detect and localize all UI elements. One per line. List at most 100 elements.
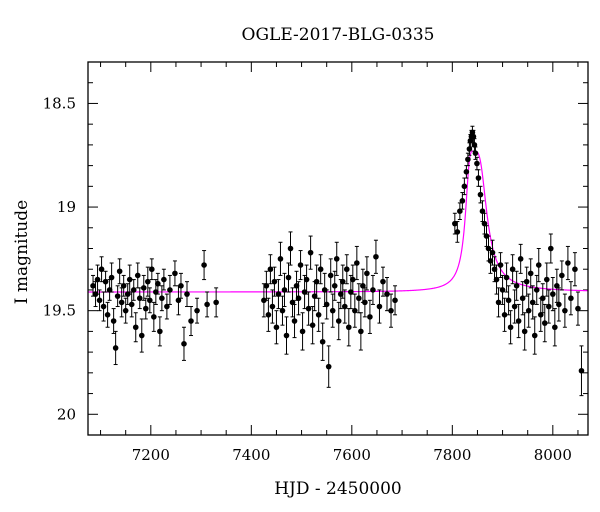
data-point [297,262,304,268]
data-point [153,289,159,295]
data-point [311,293,318,299]
data-point [175,297,182,304]
data-point [505,297,512,304]
data-point [140,285,147,291]
data-point [271,278,278,285]
data-point [317,266,324,273]
data-point [575,305,581,312]
data-point [277,256,284,262]
data-point [281,287,288,293]
data-point [470,133,477,140]
x-tick-label: 7600 [333,446,371,464]
data-point [329,307,336,314]
data-point [283,332,290,339]
data-point [106,287,113,293]
data-point [550,291,556,297]
data-point [559,272,565,279]
data-point [201,262,207,268]
data-point [188,318,194,324]
data-point [263,283,270,289]
data-point [339,278,346,285]
data-point [293,283,300,289]
data-point [481,220,488,227]
data-point [463,169,470,175]
y-tick-label: 18.5 [43,94,76,112]
y-axis-label: I magnitude [12,200,32,304]
data-point [499,287,506,293]
data-point [136,295,143,302]
data-point [130,287,137,293]
data-point [364,270,370,277]
data-point [380,278,386,285]
data-point [362,299,368,306]
data-point [142,305,149,312]
x-axis-label: HJD - 2450000 [274,479,402,499]
data-point [384,291,390,297]
data-point [337,291,344,297]
data-point [370,287,376,293]
data-point [331,283,338,289]
data-point [495,299,502,306]
data-point [392,297,398,304]
data-point [92,291,99,297]
data-point [100,303,107,310]
data-point [525,307,532,314]
data-point [116,268,123,275]
data-point [303,276,310,283]
data-point [539,295,546,302]
data-point [213,299,219,306]
data-point [313,278,320,285]
data-point [285,274,292,281]
data-point [279,307,286,314]
data-point [507,324,514,331]
data-point [513,283,520,289]
data-point [122,307,129,314]
data-point [178,283,184,289]
data-point [497,262,504,268]
data-point [519,295,526,302]
data-point [128,301,135,308]
data-point [376,303,383,310]
data-point [552,324,558,331]
data-point [562,307,568,314]
data-point [167,287,173,293]
data-point [485,245,492,252]
data-point [96,297,103,304]
data-point [321,287,328,293]
data-point [299,328,306,335]
data-point [341,303,348,310]
data-point [537,312,544,318]
data-point [118,299,125,306]
data-point [454,229,461,235]
data-point [145,278,151,285]
data-point [523,278,530,285]
data-point [356,295,362,302]
data-point [147,297,153,304]
data-point [529,299,536,306]
x-tick-label: 7400 [232,446,270,464]
data-point [489,249,496,256]
data-point [479,208,486,214]
data-point [323,301,330,308]
data-point [164,303,170,310]
data-point [273,324,280,331]
data-point [319,338,326,345]
data-point [491,266,498,273]
data-point [204,301,210,308]
data-point [108,274,115,281]
data-point [161,276,167,283]
data-point [373,253,379,260]
data-point [533,287,540,293]
data-point [565,260,571,266]
data-point [94,276,101,283]
data-point [487,258,494,264]
data-point [483,233,490,239]
data-point [465,156,471,163]
data-point [461,183,468,190]
data-point [572,266,578,273]
x-tick-label: 8000 [534,446,572,464]
data-point [501,312,508,318]
data-point [114,293,121,299]
data-points-group [90,125,585,397]
